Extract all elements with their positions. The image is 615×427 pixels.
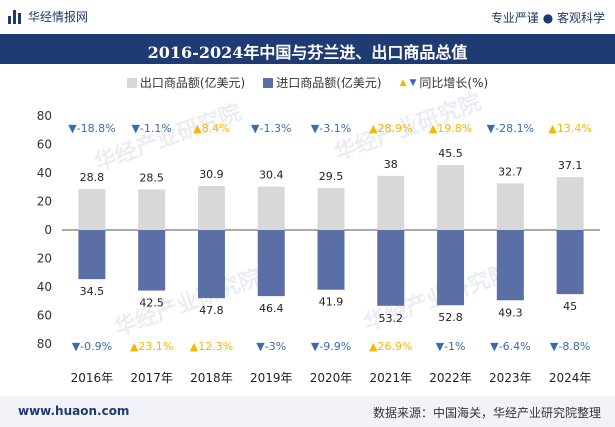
x-tick-label: 2023年 <box>489 371 532 385</box>
title-bar: 2016-2024年中国与芬兰进、出口商品总值 <box>0 34 615 64</box>
import-bar <box>496 230 524 301</box>
import-value-label: 47.8 <box>199 304 224 317</box>
export-growth-label: ▲19.8% <box>429 122 472 135</box>
import-bar <box>257 230 285 297</box>
export-growth-label: ▼-1.3% <box>251 122 291 135</box>
import-swatch <box>263 77 274 88</box>
import-bar <box>197 230 225 299</box>
y-tick-label: 40 <box>37 166 52 180</box>
x-tick-label: 2020年 <box>310 371 353 385</box>
import-value-label: 34.5 <box>80 285 105 298</box>
bar-logo-icon <box>8 9 22 24</box>
export-growth-label: ▼-28.1% <box>487 122 534 135</box>
import-bar <box>556 230 584 295</box>
import-value-label: 45 <box>563 300 577 313</box>
legend-import: 进口商品额(亿美元) <box>263 74 382 91</box>
export-value-label: 37.1 <box>558 159 583 172</box>
export-bar <box>496 183 524 230</box>
import-growth-label: ▼-0.9% <box>72 340 112 353</box>
brand: 华经情报网 <box>8 8 88 25</box>
y-tick-label: 80 <box>37 337 52 351</box>
export-growth-label: ▲8.4% <box>193 122 229 135</box>
import-growth-label: ▼-8.8% <box>550 340 590 353</box>
top-bar: 华经情报网 专业严谨 ● 客观科学 <box>0 0 615 34</box>
export-bar <box>78 188 106 230</box>
brand-name: 华经情报网 <box>28 10 89 24</box>
export-value-label: 29.5 <box>319 170 344 183</box>
import-bar <box>377 230 405 306</box>
slogan: 专业严谨 ● 客观科学 <box>490 11 605 25</box>
import-value-label: 52.8 <box>438 311 463 324</box>
import-growth-label: ▲23.1% <box>130 340 173 353</box>
export-value-label: 45.5 <box>438 147 463 160</box>
x-tick-label: 2019年 <box>250 371 293 385</box>
triangle-down-icon: ▼ <box>409 77 417 88</box>
x-tick-label: 2018年 <box>190 371 233 385</box>
export-growth-label: ▲13.4% <box>548 122 591 135</box>
import-bar <box>138 230 166 291</box>
y-tick-label: 60 <box>37 138 52 152</box>
legend-growth-label: 同比增长(%) <box>419 76 489 90</box>
triangle-up-icon: ▲ <box>399 77 407 88</box>
import-bar <box>437 230 465 306</box>
import-growth-label: ▼-3% <box>256 340 286 353</box>
y-tick-label: 60 <box>37 309 52 323</box>
export-growth-label: ▼-18.8% <box>68 122 115 135</box>
import-value-label: 53.2 <box>379 312 404 325</box>
export-bar <box>437 165 465 230</box>
legend: 出口商品额(亿美元) 进口商品额(亿美元) ▲ ▼ 同比增长(%) <box>0 74 615 91</box>
import-growth-label: ▼-1% <box>436 340 466 353</box>
x-tick-label: 2022年 <box>429 371 472 385</box>
legend-export: 出口商品额(亿美元) <box>126 74 246 91</box>
import-growth-label: ▲26.9% <box>369 340 412 353</box>
export-bar <box>197 185 225 230</box>
export-value-label: 28.8 <box>80 171 105 184</box>
export-bar <box>317 187 345 230</box>
export-bar <box>257 186 285 230</box>
x-tick-label: 2021年 <box>370 371 413 385</box>
export-bar <box>556 177 584 230</box>
import-growth-label: ▼-6.4% <box>490 340 530 353</box>
footer: www.huaon.com 数据来源：中国海关，华经产业研究院整理 <box>0 396 615 427</box>
export-growth-label: ▲28.9% <box>369 122 412 135</box>
export-growth-label: ▼-3.1% <box>311 122 351 135</box>
x-tick-label: 2016年 <box>71 371 114 385</box>
y-tick-label: 20 <box>37 195 52 209</box>
import-value-label: 49.3 <box>498 306 523 319</box>
import-growth-label: ▲12.3% <box>190 340 233 353</box>
import-bar <box>317 230 345 290</box>
export-value-label: 32.7 <box>498 165 523 178</box>
export-value-label: 28.5 <box>139 171 164 184</box>
import-value-label: 46.4 <box>259 302 284 315</box>
legend-growth: ▲ ▼ 同比增长(%) <box>400 74 489 91</box>
x-tick-label: 2017年 <box>130 371 173 385</box>
y-tick-label: 20 <box>37 252 52 266</box>
export-bar <box>377 175 405 230</box>
x-tick-label: 2024年 <box>549 371 592 385</box>
y-tick-label: 40 <box>37 280 52 294</box>
footer-site: www.huaon.com <box>18 404 130 418</box>
export-value-label: 38 <box>384 158 398 171</box>
export-swatch <box>126 77 137 88</box>
chart-plot: 80 60 40 20 0 20 40 60 80 28.8 34.5 ▼-18.8% ▼-0.9% 20… <box>37 109 600 385</box>
chart-title: 2016-2024年中国与芬兰进、出口商品总值 <box>147 43 468 62</box>
y-tick-label: 80 <box>37 109 52 123</box>
export-growth-label: ▼-1.1% <box>131 122 171 135</box>
legend-import-label: 进口商品额(亿美元) <box>276 76 382 90</box>
import-bar <box>78 230 106 280</box>
export-value-label: 30.4 <box>259 169 284 182</box>
import-growth-label: ▼-9.9% <box>311 340 351 353</box>
legend-export-label: 出口商品额(亿美元) <box>139 76 246 90</box>
y-tick-label: 0 <box>44 223 52 237</box>
export-bar <box>138 189 166 230</box>
footer-source: 数据来源：中国海关，华经产业研究院整理 <box>372 406 601 420</box>
export-value-label: 30.9 <box>199 168 224 181</box>
import-value-label: 42.5 <box>139 297 164 310</box>
import-value-label: 41.9 <box>319 296 344 309</box>
